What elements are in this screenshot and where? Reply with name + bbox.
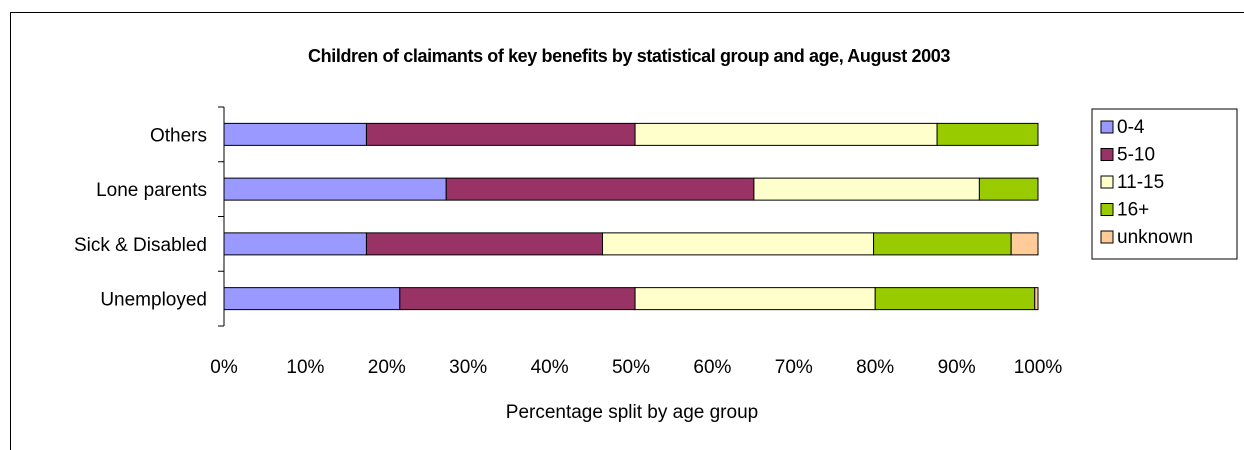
- x-tick-labels: 0% 10% 20% 30% 40% 50% 60% 70% 80% 90% 100%: [210, 357, 1062, 378]
- x-axis-label: Percentage split by age group: [506, 402, 758, 423]
- bar-segment-0-2: [634, 122, 938, 146]
- legend-label: 0-4: [1117, 117, 1145, 138]
- x-tick-label: 50%: [612, 357, 650, 378]
- bar-segment-3-3: [874, 287, 1036, 311]
- bar-segment-3-0: [223, 287, 401, 311]
- category-label: Unemployed: [100, 290, 207, 311]
- x-tick-label: 30%: [449, 357, 487, 378]
- bar-segment-1-1: [445, 177, 755, 201]
- x-tick-label: 40%: [531, 357, 569, 378]
- legend-label: 16+: [1117, 200, 1149, 221]
- x-tick-label: 60%: [693, 357, 731, 378]
- bar-segment-2-0: [223, 232, 367, 256]
- bar-segment-3-2: [634, 287, 876, 311]
- chart-frame: [10, 12, 1244, 450]
- bar-segment-0-1: [365, 122, 636, 146]
- x-tick-label: 90%: [938, 357, 976, 378]
- x-tick-label: 100%: [1014, 357, 1063, 378]
- category-label: Others: [150, 125, 207, 146]
- category-label: Sick & Disabled: [74, 235, 207, 256]
- bar-segment-2-3: [873, 232, 1012, 256]
- bar-segment-0-0: [223, 122, 367, 146]
- legend-swatch: [1100, 203, 1114, 216]
- bar-segment-2-2: [602, 232, 875, 256]
- bar-segment-2-4: [1010, 232, 1039, 256]
- bars: [223, 122, 1039, 311]
- legend-label: unknown: [1117, 227, 1193, 248]
- category-labels: Others Lone parents Sick & Disabled Unemplo…: [74, 125, 207, 310]
- legend-box: [1091, 108, 1238, 260]
- bar-segment-3-1: [399, 287, 636, 311]
- bar-segment-0-3: [936, 122, 1039, 146]
- x-tick-label: 20%: [368, 357, 406, 378]
- x-tick-label: 10%: [286, 357, 324, 378]
- legend-label: 5-10: [1117, 145, 1155, 166]
- legend-label: 11-15: [1117, 172, 1164, 193]
- legend-swatch: [1100, 175, 1114, 189]
- chart-title: Children of claimants of key benefits by…: [308, 46, 950, 66]
- category-label: Lone parents: [96, 180, 207, 201]
- bar-segment-1-2: [753, 177, 980, 201]
- legend-swatch: [1100, 148, 1114, 161]
- bar-segment-1-0: [223, 177, 447, 201]
- x-tick-label: 70%: [775, 357, 813, 378]
- x-tick-label: 0%: [210, 357, 238, 378]
- bar-segment-3-4: [1034, 287, 1039, 311]
- x-tick-label: 80%: [856, 357, 894, 378]
- bar-segment-2-1: [365, 232, 604, 256]
- axes: [218, 106, 225, 327]
- bar-segment-1-3: [978, 177, 1039, 201]
- legend-swatch: [1100, 230, 1114, 244]
- legend-swatch: [1100, 120, 1114, 134]
- legend: 0-4 5-10 11-15 16+ unknown: [1091, 108, 1238, 260]
